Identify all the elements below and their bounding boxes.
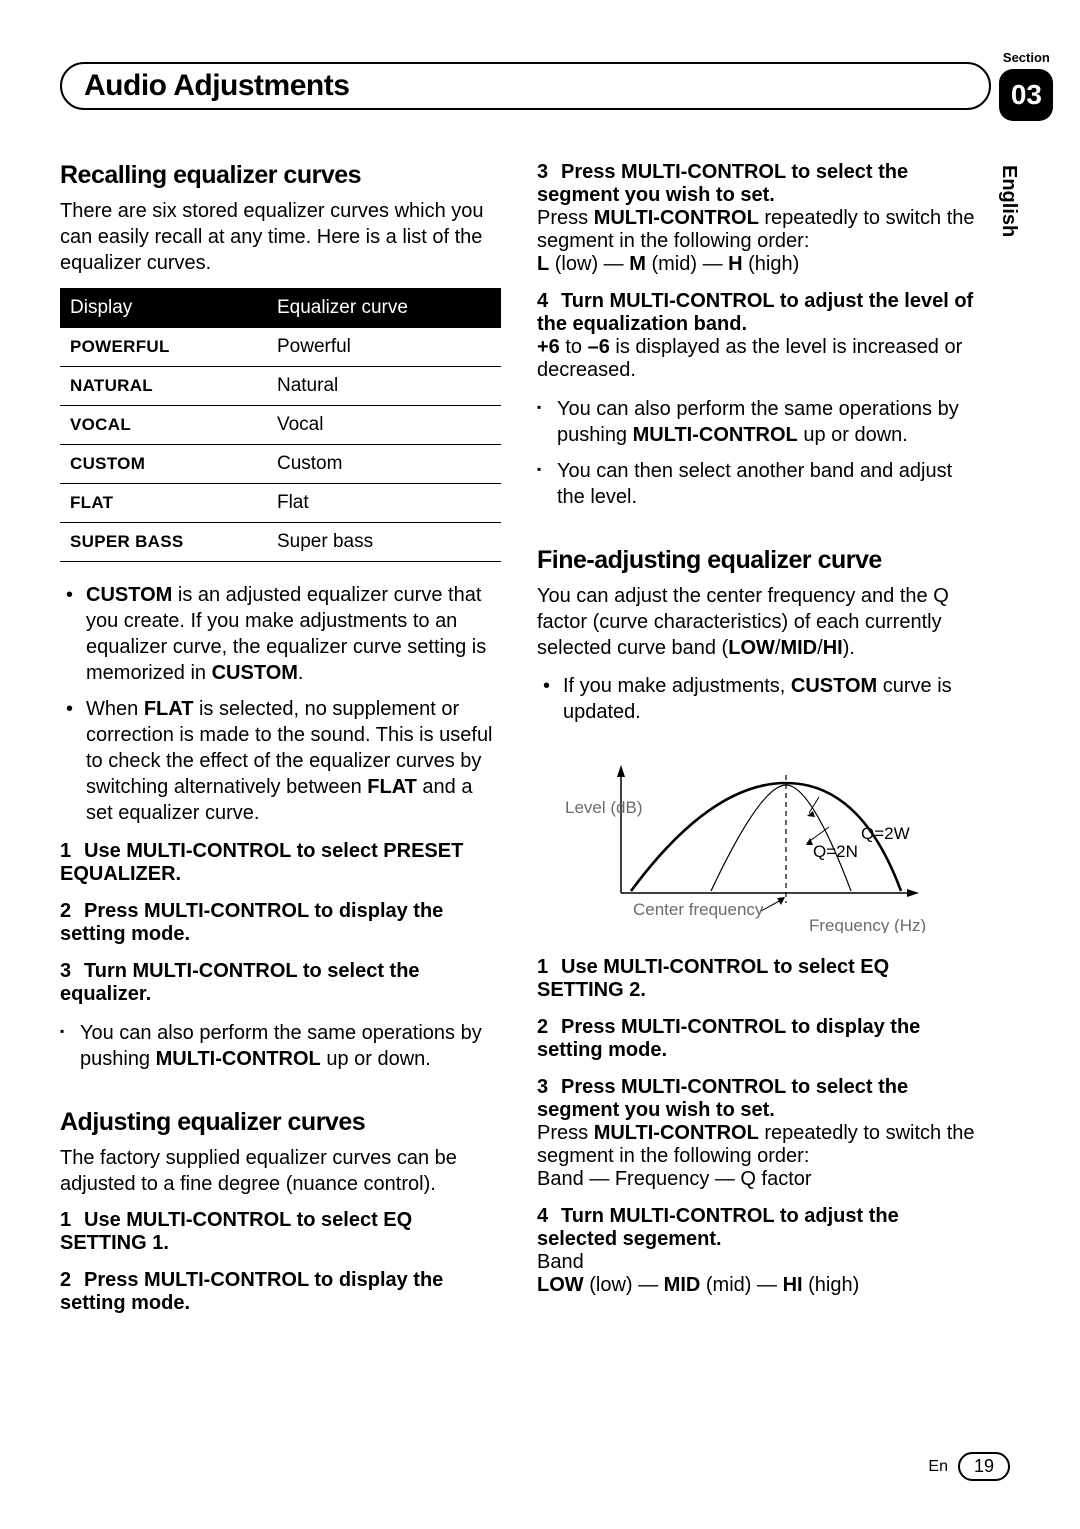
table-row: FLATFlat: [60, 484, 501, 523]
step-item: 3Press MULTI-CONTROL to select the segme…: [537, 161, 978, 276]
note-line: You can also perform the same operations…: [60, 1020, 501, 1072]
right-column: 3Press MULTI-CONTROL to select the segme…: [537, 161, 1020, 1329]
list-item: If you make adjustments, CUSTOM curve is…: [537, 673, 978, 725]
recalling-heading: Recalling equalizer curves: [60, 161, 501, 190]
step-item: 4Turn MULTI-CONTROL to adjust the select…: [537, 1205, 978, 1297]
adjusting-intro: The factory supplied equalizer curves ca…: [60, 1145, 501, 1197]
table-header-curve: Equalizer curve: [267, 289, 501, 328]
table-row: CUSTOMCustom: [60, 445, 501, 484]
page-header: Audio Adjustments Section 03: [60, 50, 1020, 121]
step-item: 2Press MULTI-CONTROL to display the sett…: [60, 900, 501, 946]
recalling-bullets: CUSTOM is an adjusted equalizer curve th…: [60, 582, 501, 826]
left-column: Recalling equalizer curves There are six…: [60, 161, 501, 1329]
step-item: 2Press MULTI-CONTROL to display the sett…: [537, 1016, 978, 1062]
fine-intro: You can adjust the center frequency and …: [537, 583, 978, 661]
diagram-center-label: Center frequency: [633, 900, 764, 919]
step-item: 3Turn MULTI-CONTROL to select the equali…: [60, 960, 501, 1006]
title-pill: Audio Adjustments: [60, 62, 991, 110]
table-header-display: Display: [60, 289, 267, 328]
table-row: NATURALNatural: [60, 367, 501, 406]
page-title: Audio Adjustments: [84, 69, 349, 103]
list-item: When FLAT is selected, no supplement or …: [60, 696, 501, 826]
section-badge-box: Section 03: [999, 50, 1053, 121]
diagram-freq-label: Frequency (Hz): [809, 916, 926, 933]
table-row: POWERFULPowerful: [60, 328, 501, 367]
page-footer: En 19: [928, 1452, 1010, 1481]
equalizer-table: Display Equalizer curve POWERFULPowerful…: [60, 288, 501, 562]
adjusting-heading: Adjusting equalizer curves: [60, 1108, 501, 1137]
q-curve-diagram: Level (dB) Q=2N Q=2W Center frequency Fr…: [561, 753, 941, 933]
note-line: You can then select another band and adj…: [537, 458, 978, 510]
table-row: SUPER BASSSuper bass: [60, 523, 501, 562]
diagram-q2n: Q=2N: [813, 842, 858, 861]
section-number-badge: 03: [999, 69, 1053, 121]
fine-bullet: If you make adjustments, CUSTOM curve is…: [537, 673, 978, 725]
section-label: Section: [999, 50, 1053, 65]
diagram-q2w: Q=2W: [861, 824, 910, 843]
table-row: VOCALVocal: [60, 406, 501, 445]
step-item: 2Press MULTI-CONTROL to display the sett…: [60, 1269, 501, 1315]
step-item: 4Turn MULTI-CONTROL to adjust the level …: [537, 290, 978, 382]
fine-heading: Fine-adjusting equalizer curve: [537, 546, 978, 575]
language-tab: English: [997, 165, 1020, 237]
step-item: 1Use MULTI-CONTROL to select PRESET EQUA…: [60, 840, 501, 886]
page-number: 19: [958, 1452, 1010, 1481]
list-item: CUSTOM is an adjusted equalizer curve th…: [60, 582, 501, 686]
recalling-intro: There are six stored equalizer curves wh…: [60, 198, 501, 276]
note-line: You can also perform the same operations…: [537, 396, 978, 448]
step-item: 1Use MULTI-CONTROL to select EQ SETTING …: [60, 1209, 501, 1255]
content-columns: Recalling equalizer curves There are six…: [60, 161, 1020, 1329]
step-item: 3Press MULTI-CONTROL to select the segme…: [537, 1076, 978, 1191]
footer-lang: En: [928, 1458, 948, 1476]
step-item: 1Use MULTI-CONTROL to select EQ SETTING …: [537, 956, 978, 1002]
diagram-level-label: Level (dB): [565, 798, 642, 817]
